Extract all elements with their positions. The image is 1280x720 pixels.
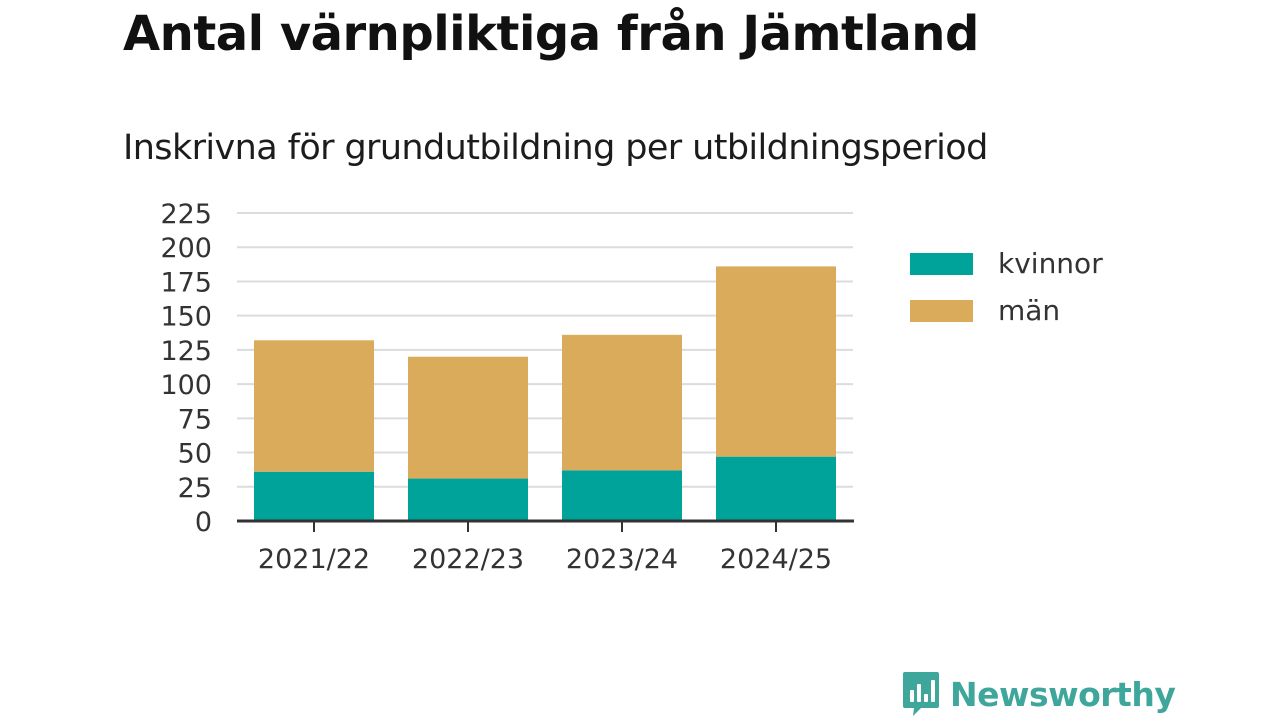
- brand-name: Newsworthy: [950, 674, 1176, 714]
- bar-kvinnor: [254, 471, 374, 521]
- x-axis: 2021/22 2022/23 2023/24 2024/25: [237, 519, 854, 575]
- bar-man: [254, 340, 374, 472]
- chart-subtitle: Inskrivna för grundutbildning per utbild…: [123, 128, 988, 168]
- y-tick-label: 25: [178, 473, 212, 504]
- chart-title: Antal värnpliktiga från Jämtland: [123, 6, 979, 62]
- x-tick-label: 2023/24: [566, 544, 678, 575]
- x-tick-label: 2022/23: [412, 544, 524, 575]
- legend-item-kvinnor: kvinnor: [910, 240, 1103, 287]
- x-tick-label: 2021/22: [258, 544, 370, 575]
- x-tick-label: 2024/25: [720, 544, 832, 575]
- legend-label-man: män: [998, 294, 1061, 327]
- legend-swatch-kvinnor: [910, 252, 973, 275]
- y-tick-label: 50: [178, 439, 212, 470]
- bar-chart-speech-bubble-icon: [903, 672, 939, 716]
- y-tick-label: 200: [160, 233, 212, 264]
- legend-item-man: män: [910, 287, 1103, 334]
- legend: kvinnor män: [910, 240, 1103, 334]
- bar-man: [408, 356, 528, 479]
- y-tick-label: 175: [160, 267, 212, 298]
- bar-man: [562, 334, 682, 471]
- bars: [254, 266, 836, 521]
- legend-label-kvinnor: kvinnor: [998, 247, 1103, 280]
- y-tick-label: 100: [160, 370, 212, 401]
- y-tick-label: 225: [160, 199, 212, 230]
- y-tick-label: 75: [178, 404, 212, 435]
- bar-man: [716, 266, 836, 457]
- bar-kvinnor: [408, 478, 528, 521]
- y-tick-label: 0: [195, 507, 212, 538]
- legend-swatch-man: [910, 299, 973, 322]
- brand-logo: Newsworthy: [901, 670, 1176, 718]
- bar-kvinnor: [716, 456, 836, 521]
- bar-kvinnor: [562, 470, 682, 521]
- y-tick-label: 125: [160, 336, 212, 367]
- y-tick-label: 150: [160, 302, 212, 333]
